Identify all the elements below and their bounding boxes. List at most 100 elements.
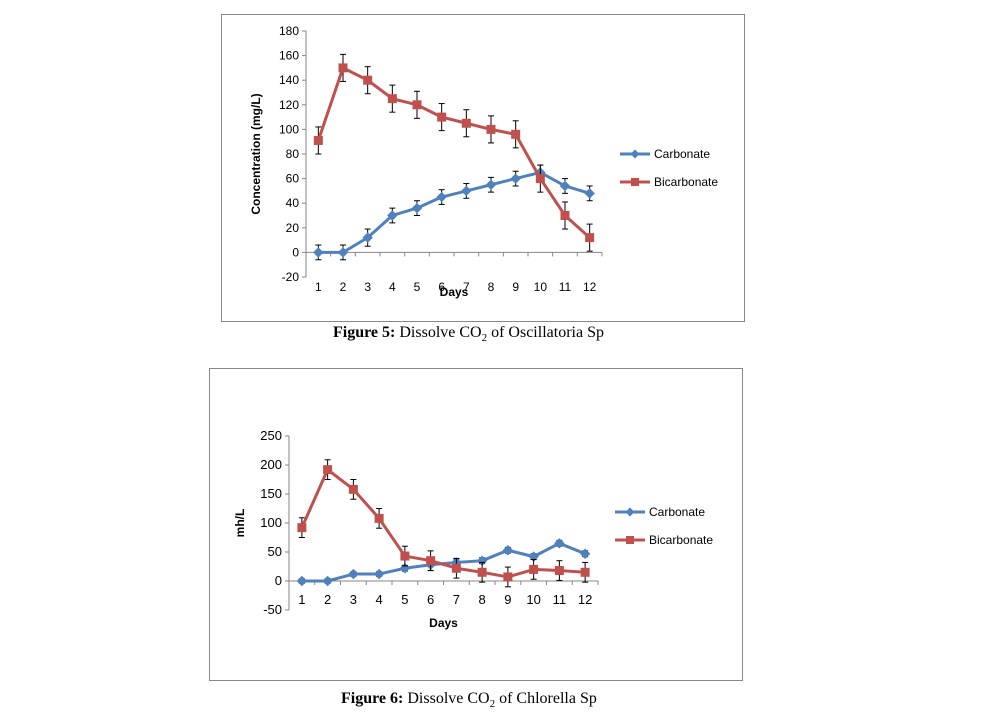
fig5-legend-carbonate: Carbonate [620,147,710,161]
fig5-x-tick-label: 1 [315,280,322,294]
fig5-carbonate-point [337,247,349,258]
fig6-bicarbonate-point [400,551,410,561]
fig5-carbonate-point [387,210,398,221]
figure-5-chart: -20 0 20 40 60 80 100 120 140 160 180 1 2 3 4 5 6 7 8 9 10 11… [221,14,745,322]
fig5-x-tick-label: 12 [583,280,597,294]
fig5-bicarbonate-point [511,129,521,139]
figure-6-caption-subscript: 2 [489,698,496,711]
fig5-x-tick-label: 3 [364,280,371,294]
legend-label: Bicarbonate [649,533,713,547]
fig6-y-tick-label: -50 [263,602,282,617]
fig6-carbonate-point [373,568,385,580]
fig5-bicarbonate-point [313,135,323,145]
fig5-bicarbonate-point [585,233,595,243]
fig5-x-tick-label: 8 [488,280,495,294]
fig5-x-tick-label: 9 [512,280,519,294]
fig5-carbonate-point [584,188,595,199]
fig5-bicarbonate-point [535,174,545,184]
fig5-legend-bicarbonate: Bicarbonate [620,175,718,189]
fig6-bicarbonate-point [426,556,436,566]
fig6-bicarbonate-point [451,563,461,573]
fig6-carbonate-point [296,575,308,587]
fig6-x-tick-label: 7 [453,592,460,607]
legend-swatch-marker [625,507,635,517]
figure-6-chart: -50 0 50 100 150 200 250 1 2 3 4 5 6 7 8 9 10 11 12 Days mh/… [209,368,743,681]
fig5-carbonate-point [559,180,571,192]
fig6-carbonate-point [322,575,333,587]
fig6-x-tick-label: 6 [427,592,434,607]
fig6-y-tick-label: 100 [260,515,282,530]
fig5-carbonate-point [485,179,497,190]
fig6-bicarbonate-line [300,468,586,579]
fig6-legend-bicarbonate: Bicarbonate [615,533,713,547]
fig6-y-tick-label: 250 [260,428,282,443]
fig5-x-axis-title: Days [440,285,469,299]
figure-6-caption-text: Dissolve CO [403,690,490,707]
figure-6-caption: Figure 6: Dissolve CO2 of Chlorella Sp [341,690,597,710]
fig5-y-tick-label: 20 [286,221,300,235]
fig6-x-tick-label: 11 [553,592,567,607]
fig5-y-tick-label: 140 [279,73,299,87]
figure-6-caption-text-after: of Chlorella Sp [495,690,597,707]
fig5-y-tick-label: 180 [279,24,299,38]
legend-swatch-marker [630,149,640,159]
fig5-bicarbonate-point [461,118,471,128]
fig5-bicarbonate-point [437,112,447,122]
figure-5-caption-label: Figure 5: [333,324,396,341]
fig6-y-tick-label: 200 [260,457,282,472]
fig5-bicarbonate-point [363,75,373,85]
fig6-y-tick-label: 150 [260,486,282,501]
fig5-y-tick-label: 60 [286,172,300,186]
fig6-bicarbonate-point [503,572,513,582]
fig6-bicarbonate-point [529,564,539,574]
legend-label: Carbonate [654,147,710,161]
fig6-bicarbonate-point [348,484,358,494]
fig6-bicarbonate-point [554,566,564,576]
fig6-y-tick-label: 0 [275,573,282,588]
fig5-carbonate-point [411,202,423,214]
fig5-y-tick-label: -20 [282,270,300,284]
figure-5-caption-text: Dissolve CO [395,324,482,341]
legend-label: Bicarbonate [654,175,718,189]
fig5-x-tick-label: 4 [389,280,396,294]
fig5-y-tick-label: 160 [279,49,299,63]
fig5-x-tick-label: 6 [438,280,445,294]
fig5-carbonate-point [436,191,447,203]
figure-5-caption: Figure 5: Dissolve CO2 of Oscillatoria S… [333,324,604,344]
legend-swatch-marker [626,536,634,544]
fig6-x-tick-label: 10 [526,592,540,607]
fig5-bicarbonate-point [560,211,570,220]
fig6-carbonate-point [554,538,565,549]
fig5-carbonate-point [461,185,472,197]
legend-label: Carbonate [649,505,705,519]
fig5-y-tick-label: 120 [279,98,299,112]
figure-5-caption-subscript: 2 [481,332,488,345]
fig6-x-tick-label: 3 [350,592,357,607]
fig6-bicarbonate-point [374,513,384,523]
fig6-y-axis-title: mh/L [233,509,247,538]
fig6-bicarbonate-point [580,567,590,577]
fig6-x-tick-label: 8 [479,592,486,607]
fig6-legend-carbonate: Carbonate [615,505,705,519]
fig6-carbonate-point [579,548,591,559]
legend-swatch-marker [631,178,639,186]
fig6-x-tick-label: 1 [298,592,305,607]
fig5-x-tick-label: 10 [534,280,548,294]
fig6-bicarbonate-point [477,567,487,577]
fig5-y-axis-title: Concentration (mg/L) [249,93,263,214]
fig5-bicarbonate-point [387,94,397,104]
fig5-carbonate-point [510,173,521,184]
fig6-y-tick-label: 50 [268,544,282,559]
fig5-y-tick-label: 40 [286,196,300,210]
fig6-x-tick-label: 2 [324,592,331,607]
fig5-bicarbonate-line [316,66,591,239]
fig6-carbonate-point [348,568,359,580]
fig5-x-tick-label: 11 [559,280,572,294]
fig6-x-tick-label: 5 [401,592,408,607]
fig5-carbonate-line [318,170,591,254]
fig5-bicarbonate-point [412,100,422,110]
fig5-carbonate-point [362,232,373,243]
fig5-y-tick-label: 80 [286,147,300,161]
